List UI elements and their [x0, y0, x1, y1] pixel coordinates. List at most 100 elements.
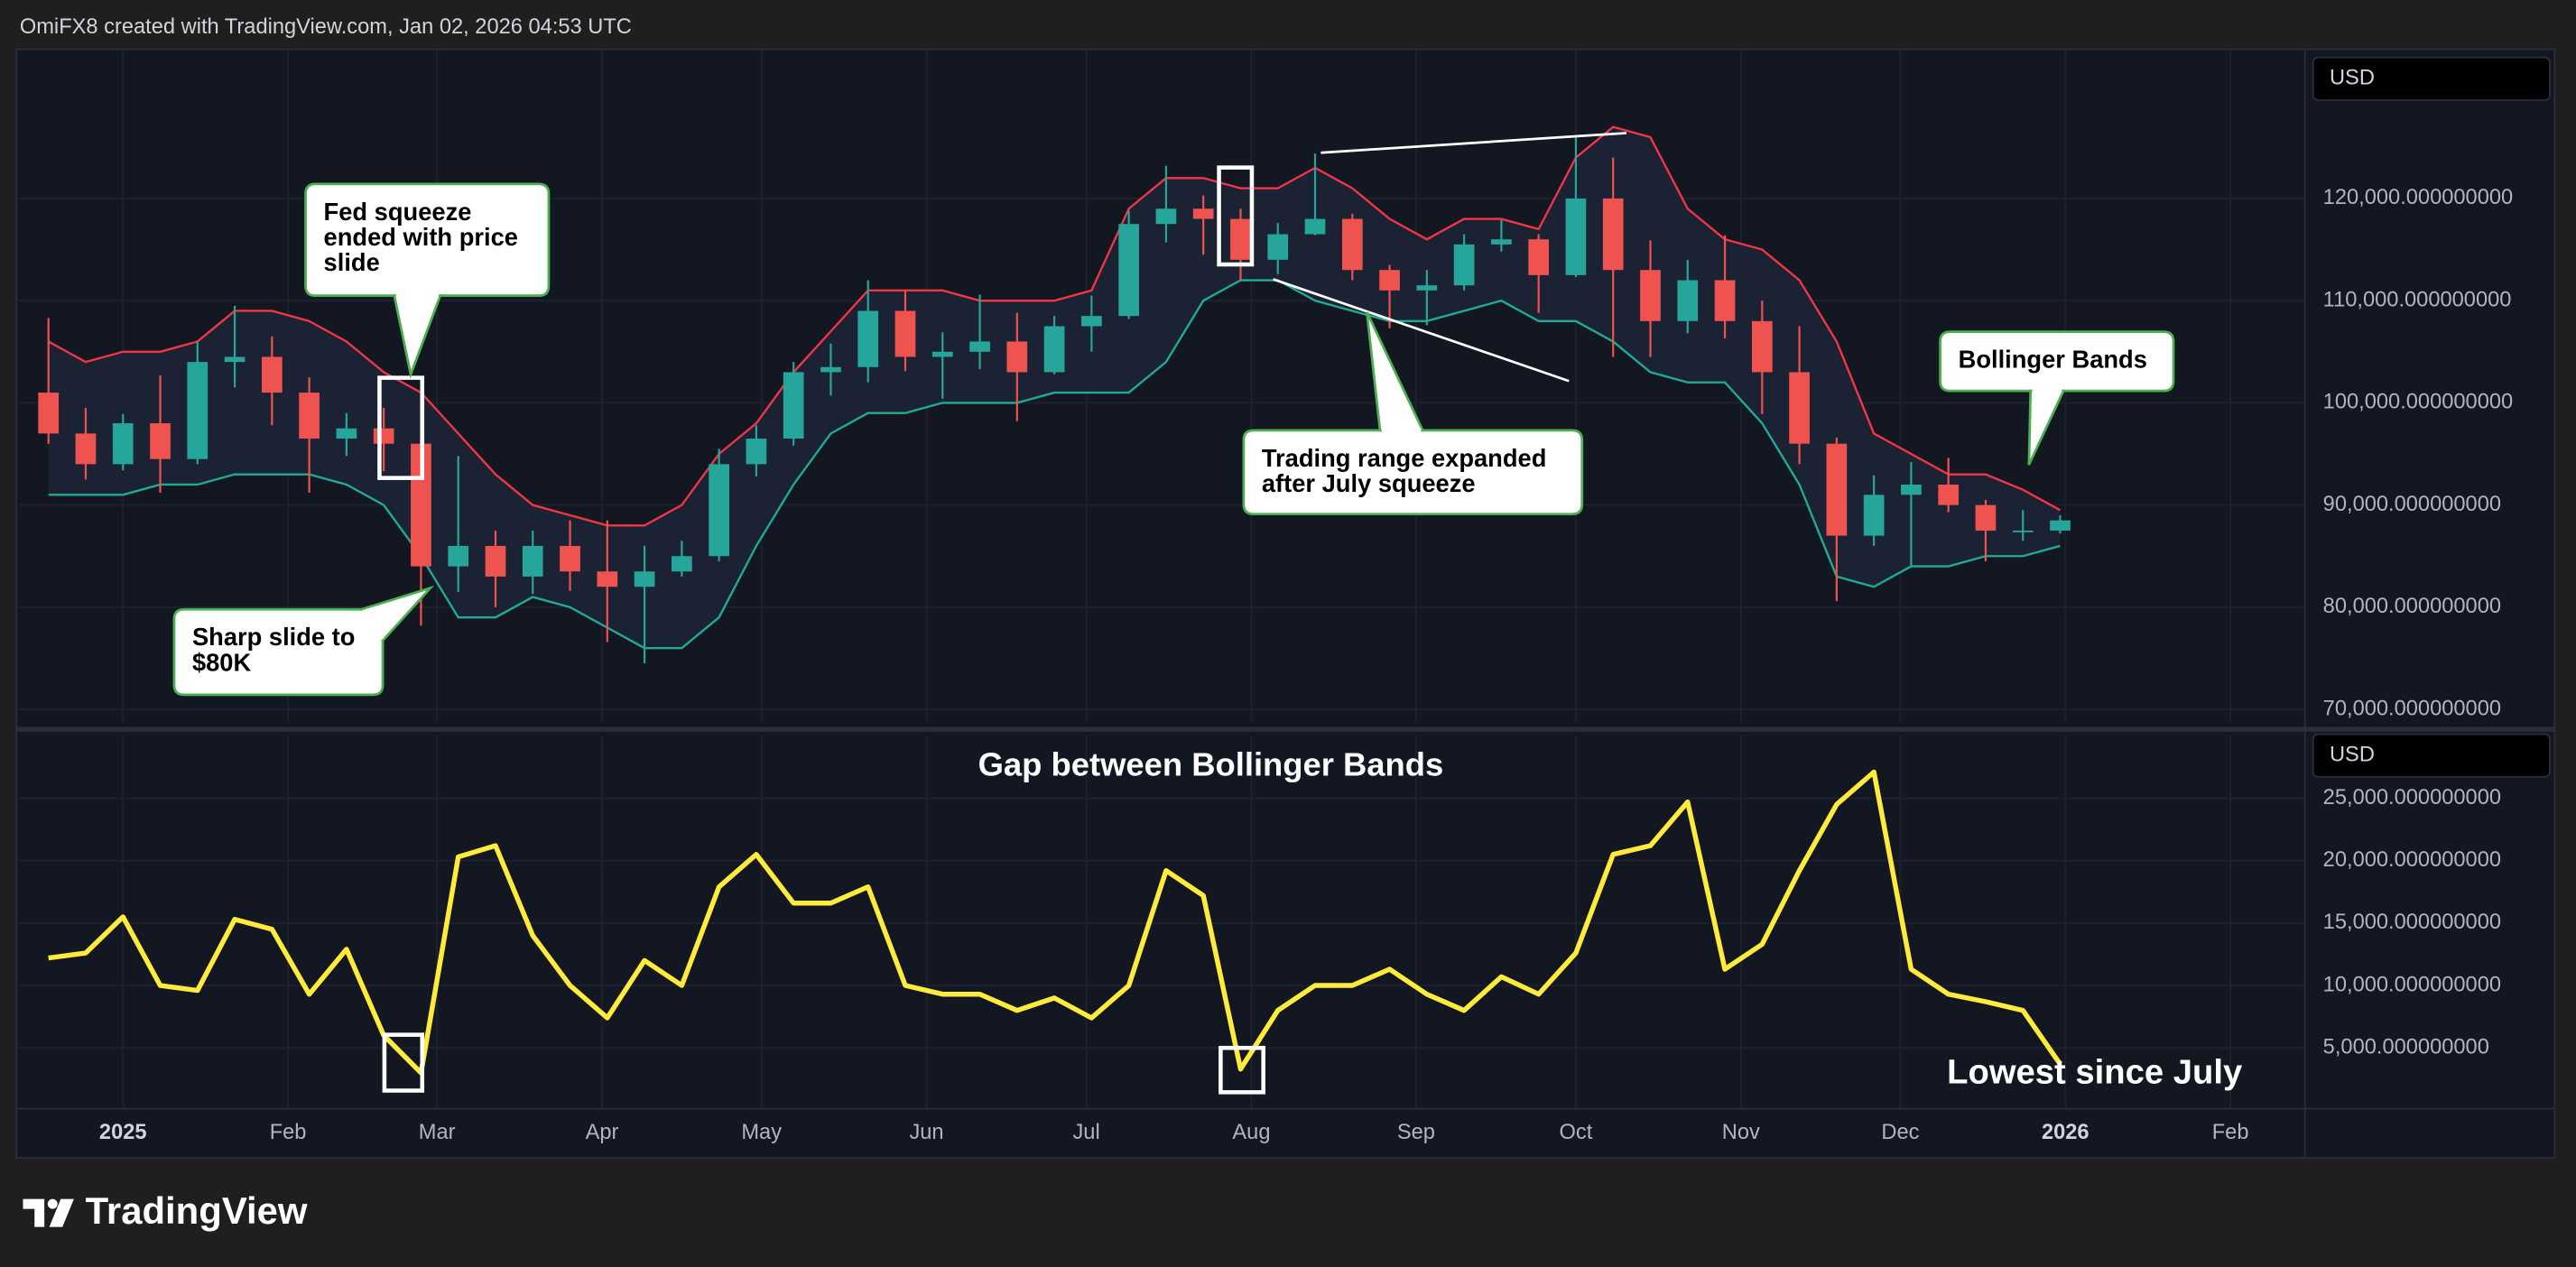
candle-body	[1677, 280, 1699, 321]
callout-text: $80K	[192, 648, 252, 676]
y-tick-label: 20,000.000000000	[2323, 848, 2501, 872]
logo-icon	[47, 1198, 58, 1209]
candle-body	[1416, 285, 1438, 291]
callout-box	[304, 182, 551, 297]
x-tick-label: Sep	[1397, 1121, 1435, 1144]
highlight-box	[1217, 165, 1255, 267]
y-tick-label: 120,000.000000000	[2323, 186, 2514, 209]
candle-body	[2012, 530, 2034, 532]
currency-badge	[2312, 733, 2551, 778]
x-tick-label: Feb	[2212, 1121, 2249, 1144]
candle-body	[1751, 320, 1773, 373]
candle-body	[634, 571, 655, 587]
y-tick-label: 70,000.000000000	[2323, 697, 2501, 720]
candle-body	[485, 545, 506, 577]
callout-box	[1242, 429, 1584, 516]
candle-body	[1267, 234, 1289, 260]
x-tick-label: 2025	[99, 1121, 147, 1144]
candle-body	[894, 310, 916, 357]
candle-body	[1341, 218, 1363, 271]
highlight-box	[377, 375, 425, 480]
x-tick-label: Jul	[1072, 1121, 1099, 1144]
candle-body	[224, 356, 246, 363]
callout-text: Bollinger Bands	[1959, 346, 2147, 374]
candle-body	[1304, 218, 1326, 235]
candle-body	[1565, 198, 1587, 275]
callout-text: ended with price	[324, 223, 518, 251]
candle-body	[672, 556, 692, 572]
candle-body	[783, 372, 804, 439]
trend-line	[1273, 278, 1570, 383]
candle-body	[709, 464, 729, 557]
currency-badge	[2312, 56, 2551, 101]
candle-body	[187, 362, 208, 459]
y-tick-label: 80,000.000000000	[2323, 595, 2501, 618]
callout-box	[1939, 330, 2175, 393]
candle-body	[820, 366, 841, 373]
candle-body	[1491, 239, 1512, 245]
callout-text: Sharp slide to	[192, 623, 356, 651]
y-tick-label: 10,000.000000000	[2323, 973, 2501, 996]
candle-body	[1938, 484, 1960, 505]
x-tick-label: Oct	[1560, 1121, 1593, 1144]
x-tick-label: Mar	[419, 1121, 456, 1144]
candle-body	[448, 545, 469, 567]
y-tick-label: 90,000.000000000	[2323, 493, 2501, 516]
candle-body	[1453, 244, 1475, 286]
x-tick-label: 2026	[2042, 1121, 2090, 1144]
candle-body	[261, 356, 283, 393]
y-tick-label: 110,000.000000000	[2323, 288, 2512, 311]
y-tick-label: 25,000.000000000	[2323, 786, 2501, 809]
candle-body	[969, 341, 990, 352]
highlight-box	[1219, 1045, 1265, 1095]
candle-body	[1155, 208, 1177, 225]
candle-body	[1826, 443, 1848, 536]
x-tick-label: Dec	[1881, 1121, 1919, 1144]
candle-body	[336, 428, 357, 439]
candle-body	[150, 423, 171, 459]
y-tick-label: 5,000.000000000	[2323, 1035, 2489, 1059]
candle-body	[1006, 341, 1028, 373]
candle-body	[1528, 239, 1550, 275]
candle-body	[931, 351, 953, 357]
callout-text: Trading range expanded	[1262, 444, 1547, 472]
candle-body	[746, 439, 767, 465]
candle-body	[38, 393, 60, 434]
logo-icon	[23, 1198, 45, 1227]
callout-seam	[359, 609, 385, 641]
candle-body	[1118, 224, 1139, 317]
x-tick-label: Feb	[270, 1121, 307, 1144]
y-tick-label: 15,000.000000000	[2323, 911, 2501, 934]
logo: TradingView	[23, 1189, 308, 1232]
logo-icon	[49, 1198, 74, 1227]
candle-body	[1863, 495, 1885, 536]
candle-body	[75, 433, 97, 465]
callout-text: after July squeeze	[1262, 469, 1476, 497]
x-tick-label: May	[741, 1121, 782, 1144]
candle-body	[411, 443, 431, 567]
candle-body	[857, 310, 879, 367]
note: Lowest since July	[1947, 1052, 2243, 1091]
highlight-box	[382, 1032, 425, 1093]
x-tick-label: Nov	[1722, 1121, 1760, 1144]
currency: USD	[2330, 743, 2375, 766]
trend-line	[1320, 132, 1627, 154]
candle-body	[1975, 504, 1997, 531]
annotation-shapes	[377, 132, 1627, 1095]
candle-body	[1043, 326, 1065, 373]
candle-body	[597, 571, 618, 587]
callout-text: slide	[324, 248, 380, 276]
candle-body	[1789, 372, 1810, 444]
header: OmiFX8 created with TradingView.com, Jan…	[20, 15, 632, 39]
candle-body	[522, 545, 543, 577]
lower-band	[48, 279, 2061, 650]
candle-body	[2050, 520, 2071, 531]
candle-body	[1901, 484, 1922, 495]
candle-body	[1640, 270, 1661, 321]
candle-body	[1230, 218, 1251, 260]
callout-text: Fed squeeze	[324, 198, 472, 226]
candle-body	[1192, 208, 1214, 219]
